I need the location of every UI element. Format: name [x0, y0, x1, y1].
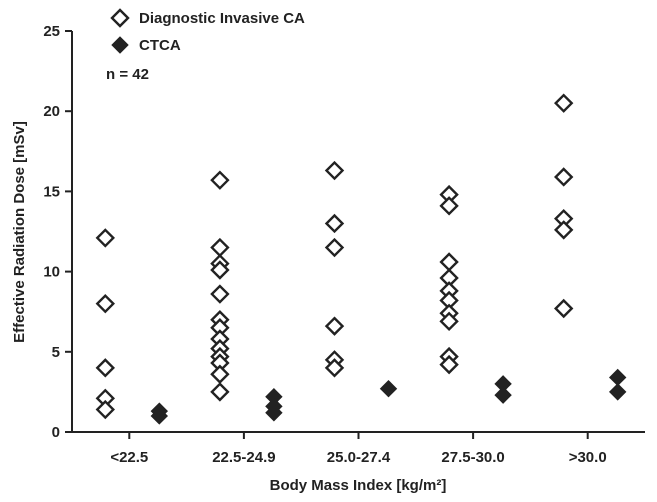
x-ticks: <22.5 22.5-24.9 25.0-27.4 27.5-30.0 >30.0	[110, 432, 607, 466]
legend-invasive-ca-marker	[110, 8, 130, 28]
legend-label: Diagnostic Invasive CA	[139, 10, 305, 27]
invasive-ca-marker	[439, 252, 459, 272]
y-tick-label: 15	[43, 183, 60, 200]
invasive-ca-marker	[95, 228, 115, 248]
ctca-marker	[494, 386, 512, 404]
legend: Diagnostic Invasive CA CTCA	[110, 8, 305, 54]
legend-ctca-marker	[111, 36, 129, 54]
sample-size-annotation: n = 42	[106, 66, 149, 83]
y-axis-title: Effective Radiation Dose [mSv]	[11, 121, 28, 343]
y-tick-label: 0	[52, 424, 60, 441]
x-tick-label: <22.5	[110, 449, 148, 466]
invasive-ca-marker	[210, 260, 230, 280]
invasive-ca-marker	[554, 93, 574, 113]
invasive-ca-marker	[210, 284, 230, 304]
y-tick-label: 10	[43, 264, 60, 281]
x-tick-label: >30.0	[569, 449, 607, 466]
invasive-ca-marker	[324, 237, 345, 258]
invasive-ca-marker	[95, 399, 115, 420]
invasive-ca-marker	[95, 293, 115, 314]
invasive-ca-marker	[324, 316, 345, 336]
y-tick-label: 20	[43, 103, 60, 120]
ctca-marker	[379, 379, 398, 398]
ctca-marker	[608, 368, 627, 387]
invasive-ca-marker	[210, 364, 230, 384]
y-ticks: 0 5 10 15 20 25	[43, 23, 72, 441]
invasive-ca-marker	[554, 220, 574, 240]
x-tick-label: 22.5-24.9	[212, 449, 275, 466]
x-axis-title: Body Mass Index [kg/m²]	[270, 477, 447, 494]
y-tick-label: 5	[52, 344, 60, 361]
x-tick-label: 25.0-27.4	[327, 449, 391, 466]
invasive-ca-marker	[324, 213, 345, 234]
y-tick-label: 25	[43, 23, 60, 40]
invasive-ca-marker	[554, 298, 574, 319]
invasive-ca-marker	[439, 196, 459, 216]
invasive-ca-marker	[95, 358, 115, 378]
invasive-ca-marker	[324, 160, 345, 181]
invasive-ca-marker	[554, 167, 574, 187]
invasive-ca-marker	[439, 354, 459, 375]
invasive-ca-marker	[439, 311, 459, 332]
invasive-ca-marker	[324, 358, 345, 378]
legend-label: CTCA	[139, 37, 181, 54]
invasive-ca-marker	[210, 382, 230, 402]
data-markers	[95, 93, 627, 425]
invasive-ca-marker	[210, 237, 230, 258]
ctca-marker	[608, 383, 627, 401]
ctca-marker	[150, 407, 169, 425]
ctca-marker	[265, 404, 283, 422]
x-tick-label: 27.5-30.0	[441, 449, 504, 466]
invasive-ca-marker	[210, 170, 230, 190]
